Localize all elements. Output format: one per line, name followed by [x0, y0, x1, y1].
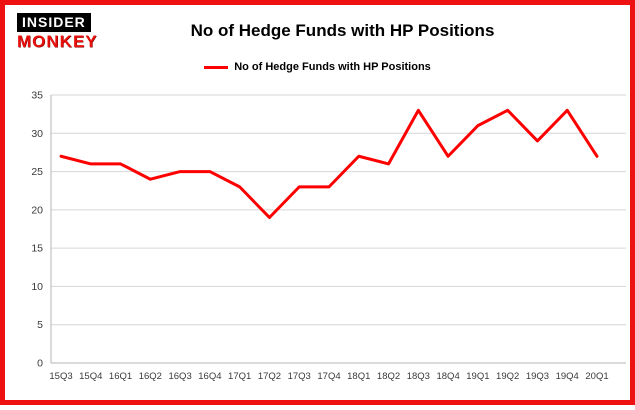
line-chart: 0 5 10 15 20 25 30 35 15Q3 15Q4 16Q1 16Q2 16Q3 16Q4 17…: [31, 90, 626, 382]
legend-line-swatch: [204, 65, 229, 69]
y-tick-label: 5: [37, 319, 43, 331]
x-tick-label: 19Q3: [526, 371, 549, 382]
logo-monkey-text: MONKEY: [17, 31, 98, 51]
x-tick-label: 16Q2: [139, 371, 162, 382]
x-tick-label: 18Q1: [347, 371, 370, 382]
x-tick-label: 15Q4: [79, 371, 102, 382]
x-tick-label: 16Q3: [168, 371, 191, 382]
x-tick-label: 19Q4: [556, 371, 579, 382]
y-tick-label: 20: [31, 204, 43, 216]
y-tick-label: 30: [31, 128, 43, 140]
y-tick-label: 0: [37, 358, 43, 370]
chart-legend: No of Hedge Funds with HP Positions: [5, 61, 630, 73]
x-tick-label: 19Q1: [466, 371, 489, 382]
y-tick-label: 15: [31, 243, 43, 255]
y-tick-label: 10: [31, 281, 43, 293]
hedge-funds-line-series: [59, 108, 599, 220]
x-tick-label: 17Q2: [258, 371, 281, 382]
logo-insider-text: INSIDER: [17, 13, 91, 32]
x-tick-label: 19Q2: [496, 371, 519, 382]
x-tick-label: 16Q1: [109, 371, 132, 382]
x-tick-label: 17Q1: [228, 371, 251, 382]
legend-label: No of Hedge Funds with HP Positions: [234, 61, 431, 73]
insider-monkey-logo: INSIDER MONKEY: [17, 13, 113, 51]
chart-title: No of Hedge Funds with HP Positions: [190, 21, 495, 40]
x-tick-label: 18Q3: [407, 371, 430, 382]
x-tick-label: 17Q4: [317, 371, 340, 382]
x-tick-label: 16Q4: [198, 371, 221, 382]
x-tick-label: 18Q2: [377, 371, 400, 382]
x-tick-label: 18Q4: [436, 371, 459, 382]
y-tick-label: 25: [31, 166, 43, 178]
x-tick-label: 17Q3: [288, 371, 311, 382]
x-tick-label: 20Q1: [585, 371, 608, 382]
y-tick-label: 35: [31, 90, 43, 102]
x-tick-label: 15Q3: [49, 371, 72, 382]
